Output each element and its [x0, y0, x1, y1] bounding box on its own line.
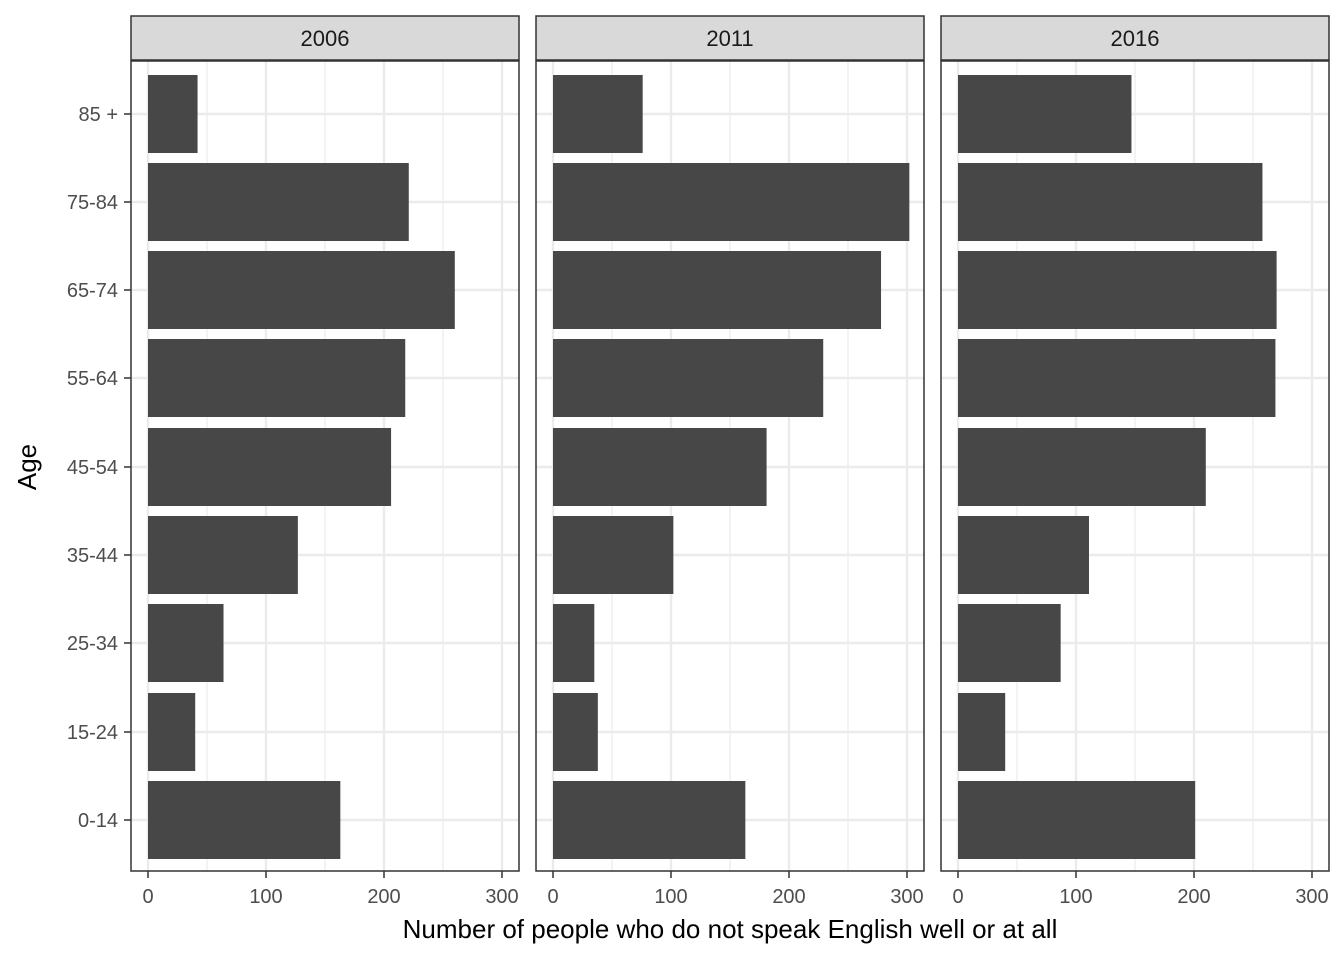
bar-2011-35-44	[553, 516, 674, 594]
y-axis-title: Age	[12, 444, 42, 490]
bar-2016-85 +	[958, 75, 1132, 153]
facet-strip	[130, 15, 520, 61]
bar-2011-0-14	[553, 781, 746, 859]
y-tick-label: 75-84	[67, 192, 118, 214]
x-tick-label: 300	[1295, 886, 1328, 908]
facet-strip-label: 2006	[301, 26, 350, 51]
panel-border	[940, 60, 1330, 872]
bar-2011-25-34	[553, 604, 595, 682]
y-axis: 0-14 15-24 25-34 35-44 45-54 55-64 65-74 75-84 8…	[67, 104, 131, 832]
y-tick-label: 15-24	[67, 722, 118, 744]
x-tick-label: 0	[142, 886, 153, 908]
x-tick-label: 300	[890, 886, 923, 908]
bar-2011-45-54	[553, 428, 767, 506]
panel-border	[535, 60, 925, 872]
bar-2006-85 +	[148, 75, 198, 153]
y-tick-label: 45-54	[67, 457, 118, 479]
bar-2011-15-24	[553, 693, 598, 771]
y-tick-label: 55-64	[67, 368, 118, 390]
facet-panel-2016: 2016 0 100 200 300	[940, 15, 1330, 908]
bar-2016-25-34	[958, 604, 1061, 682]
bar-2016-15-24	[958, 693, 1006, 771]
facet-strip-label: 2011	[706, 26, 753, 51]
bar-2011-65-74	[553, 251, 882, 329]
bar-2006-0-14	[148, 781, 341, 859]
y-tick-label: 0-14	[78, 810, 118, 832]
facet-strip	[940, 15, 1330, 61]
x-tick-label: 300	[485, 886, 518, 908]
x-tick-label: 200	[367, 886, 400, 908]
bar-2006-25-34	[148, 604, 224, 682]
y-tick-label: 35-44	[67, 545, 118, 567]
bar-2011-75-84	[553, 163, 910, 241]
y-tick-label: 85 +	[79, 104, 118, 126]
y-tick-label: 65-74	[67, 280, 118, 302]
bar-2006-15-24	[148, 693, 196, 771]
bar-2006-65-74	[148, 251, 455, 329]
bar-2016-55-64	[958, 339, 1276, 417]
bar-2006-55-64	[148, 339, 406, 417]
facet-panel-2006: 2006 0 100 200 300	[130, 15, 520, 908]
x-tick-label: 100	[1059, 886, 1092, 908]
bar-2006-35-44	[148, 516, 298, 594]
x-tick-label: 200	[1177, 886, 1210, 908]
bar-2006-75-84	[148, 163, 409, 241]
x-tick-label: 0	[547, 886, 558, 908]
x-axis-title: Number of people who do not speak Englis…	[403, 914, 1058, 944]
bar-2016-65-74	[958, 251, 1277, 329]
bar-2016-35-44	[958, 516, 1089, 594]
x-tick-label: 200	[772, 886, 805, 908]
x-tick-label: 0	[952, 886, 963, 908]
x-tick-label: 100	[249, 886, 282, 908]
panel-border	[130, 60, 520, 872]
bar-2016-75-84	[958, 163, 1263, 241]
bar-2006-45-54	[148, 428, 392, 506]
facet-strip-label: 2016	[1111, 26, 1160, 51]
bar-2016-45-54	[958, 428, 1206, 506]
y-tick-label: 25-34	[67, 633, 118, 655]
bar-2011-85 +	[553, 75, 643, 153]
bar-2011-55-64	[553, 339, 824, 417]
bar-2016-0-14	[958, 781, 1196, 859]
facet-panel-2011: 2011 0 100 200 300	[535, 15, 925, 908]
facet-strip	[535, 15, 925, 61]
panels-layer: 2006 0 100 200 300 2011 0 100 200 300 2016 0 100 200 3…	[130, 15, 1330, 908]
x-tick-label: 100	[654, 886, 687, 908]
